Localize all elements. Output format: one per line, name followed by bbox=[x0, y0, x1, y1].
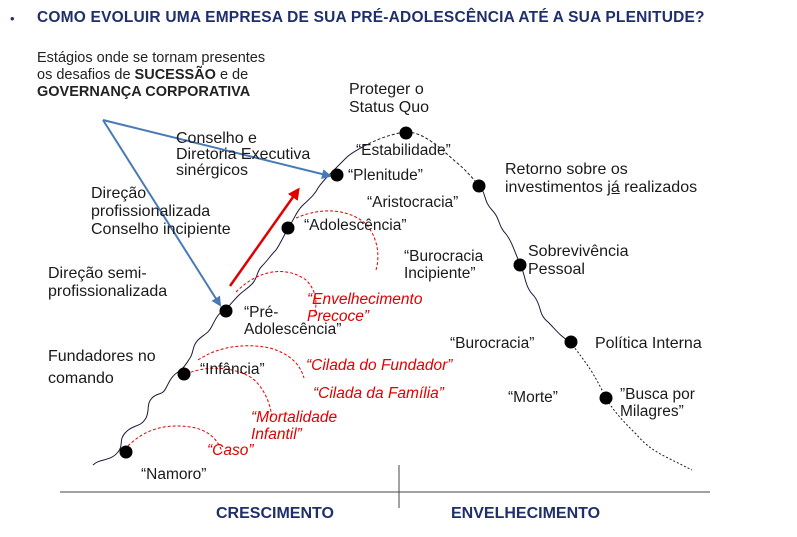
stage-busca-milagres: ”Busca por Milagres” bbox=[620, 386, 695, 421]
desc-profissionalizada: Direção profissionalizada Conselho incip… bbox=[91, 185, 231, 239]
desc-conselho-line1: Conselho e bbox=[176, 130, 257, 147]
desc-sobrevivencia-line1: Sobrevivência bbox=[528, 243, 629, 260]
blue-arrow-to-plenitude bbox=[102, 119, 332, 179]
axis-crescimento: CRESCIMENTO bbox=[216, 505, 334, 522]
trap-caso: “Caso” bbox=[207, 442, 254, 459]
trap-mortalidade-line2: Infantil” bbox=[251, 426, 302, 444]
dot-busca-milagres bbox=[599, 391, 613, 405]
stage-plenitude: “Plenitude” bbox=[348, 167, 423, 184]
trap-mortalidade-line1: “Mortalidade bbox=[251, 409, 338, 426]
trap-envelhecimento-line1: “Envelhecimento bbox=[307, 291, 423, 308]
stage-adolescencia: “Adolescência” bbox=[304, 217, 407, 234]
stage-estabilidade: “Estabilidade” bbox=[356, 142, 451, 159]
desc-prof-line1: Direção bbox=[91, 185, 147, 202]
stage-namoro: “Namoro” bbox=[141, 466, 207, 483]
note-governanca: GOVERNANÇA CORPORATIVA bbox=[37, 84, 251, 101]
desc-retorno-2c: realizados bbox=[619, 178, 698, 196]
trap-arc-precoce bbox=[235, 271, 317, 317]
red-growth-arrow bbox=[228, 187, 300, 287]
challenge-note: Estágios onde se tornam presentes os des… bbox=[37, 50, 265, 101]
dot-aristocracia bbox=[472, 179, 486, 193]
trap-arc-fundador bbox=[197, 345, 305, 379]
axis-envelhecimento: ENVELHECIMENTO bbox=[451, 505, 601, 522]
note-line-2-pre: os desafios de bbox=[37, 67, 135, 84]
desc-politica-interna: Política Interna bbox=[595, 335, 702, 352]
dot-burocracia bbox=[564, 335, 578, 349]
desc-semi-profissionalizada: Direção semi- profissionalizada bbox=[48, 265, 167, 301]
desc-retorno-line1: Retorno sobre os bbox=[505, 161, 628, 178]
stage-burocracia-incipiente-line1: “Burocracia bbox=[404, 248, 484, 265]
decline-tail bbox=[569, 341, 693, 471]
desc-conselho: Conselho e Diretoria Executiva sinérgico… bbox=[176, 131, 310, 179]
top-arc bbox=[363, 131, 481, 187]
desc-conselho-line2: Diretoria Executiva bbox=[176, 146, 311, 163]
desc-fundadores: Fundadores no comando bbox=[48, 348, 156, 388]
dot-pre-adolescencia bbox=[219, 304, 233, 318]
stage-pre-adolescencia-line1: “Pré- bbox=[244, 304, 279, 321]
desc-proteger: Proteger o Status Quo bbox=[349, 81, 429, 117]
trap-envelhecimento-precoce: “Envelhecimento Precoce” bbox=[307, 291, 422, 326]
desc-proteger-line2: Status Quo bbox=[349, 98, 430, 116]
trap-arc-infantil bbox=[185, 367, 273, 419]
page-title: COMO EVOLUIR UMA EMPRESA DE SUA PRÉ-ADOL… bbox=[37, 9, 705, 26]
note-line-1: Estágios onde se tornam presentes bbox=[37, 50, 266, 66]
stage-burocracia-incipiente: “Burocracia Incipiente” bbox=[404, 248, 483, 283]
stage-pre-adolescencia: “Pré- Adolescência” bbox=[244, 304, 341, 339]
trap-cilada-familia: “Cilada da Família” bbox=[313, 385, 444, 402]
desc-retorno-ja: já bbox=[607, 178, 620, 196]
stage-burocracia-incipiente-line2: Incipiente” bbox=[404, 265, 476, 283]
desc-semi-line2: profissionalizada bbox=[48, 282, 168, 300]
desc-sobrevivencia: Sobrevivência Pessoal bbox=[528, 243, 629, 279]
stage-busca-line2: Milagres” bbox=[620, 403, 684, 421]
stage-pre-adolescencia-line2: Adolescência” bbox=[244, 321, 342, 339]
dot-adolescencia bbox=[281, 221, 295, 235]
note-sucessao: SUCESSÃO bbox=[134, 67, 216, 84]
note-line-2: os desafios de SUCESSÃO e de bbox=[37, 67, 265, 84]
stage-burocracia: “Burocracia” bbox=[450, 335, 535, 352]
trap-mortalidade-infantil: “Mortalidade Infantil” bbox=[251, 409, 337, 444]
stage-busca-line1: ”Busca por bbox=[620, 386, 695, 403]
desc-sobrevivencia-line2: Pessoal bbox=[528, 260, 585, 278]
desc-prof-line3: Conselho incipiente bbox=[91, 220, 231, 238]
dot-burocracia-incipiente bbox=[513, 258, 527, 272]
desc-proteger-line1: Proteger o bbox=[349, 81, 424, 98]
note-line-2-post: e de bbox=[215, 67, 249, 84]
stage-aristocracia: “Aristocracia” bbox=[367, 194, 459, 211]
desc-semi-line1: Direção semi- bbox=[48, 265, 147, 282]
desc-fundadores-line2: comando bbox=[48, 369, 114, 387]
blue-arrow-to-pre-adolescencia bbox=[102, 119, 222, 307]
header-bullet: • bbox=[10, 11, 15, 26]
desc-conselho-line3: sinérgicos bbox=[176, 162, 249, 179]
dot-plenitude bbox=[330, 168, 344, 182]
trap-envelhecimento-line2: Precoce” bbox=[307, 308, 370, 326]
trap-cilada-fundador: “Cilada do Fundador” bbox=[306, 357, 453, 374]
dot-namoro bbox=[119, 445, 133, 459]
dot-infancia bbox=[177, 367, 191, 381]
note-line-3: GOVERNANÇA CORPORATIVA bbox=[37, 84, 265, 101]
desc-retorno-2a: investimentos bbox=[505, 178, 608, 196]
desc-fundadores-line1: Fundadores no bbox=[48, 348, 156, 365]
desc-retorno: Retorno sobre os investimentos já realiz… bbox=[505, 161, 697, 197]
stage-infancia: “Infância” bbox=[200, 361, 265, 378]
dot-estabilidade bbox=[399, 126, 413, 140]
desc-retorno-line2: investimentos já realizados bbox=[505, 179, 697, 197]
stage-morte: “Morte” bbox=[508, 389, 558, 406]
desc-prof-line2: profissionalizada bbox=[91, 202, 211, 220]
